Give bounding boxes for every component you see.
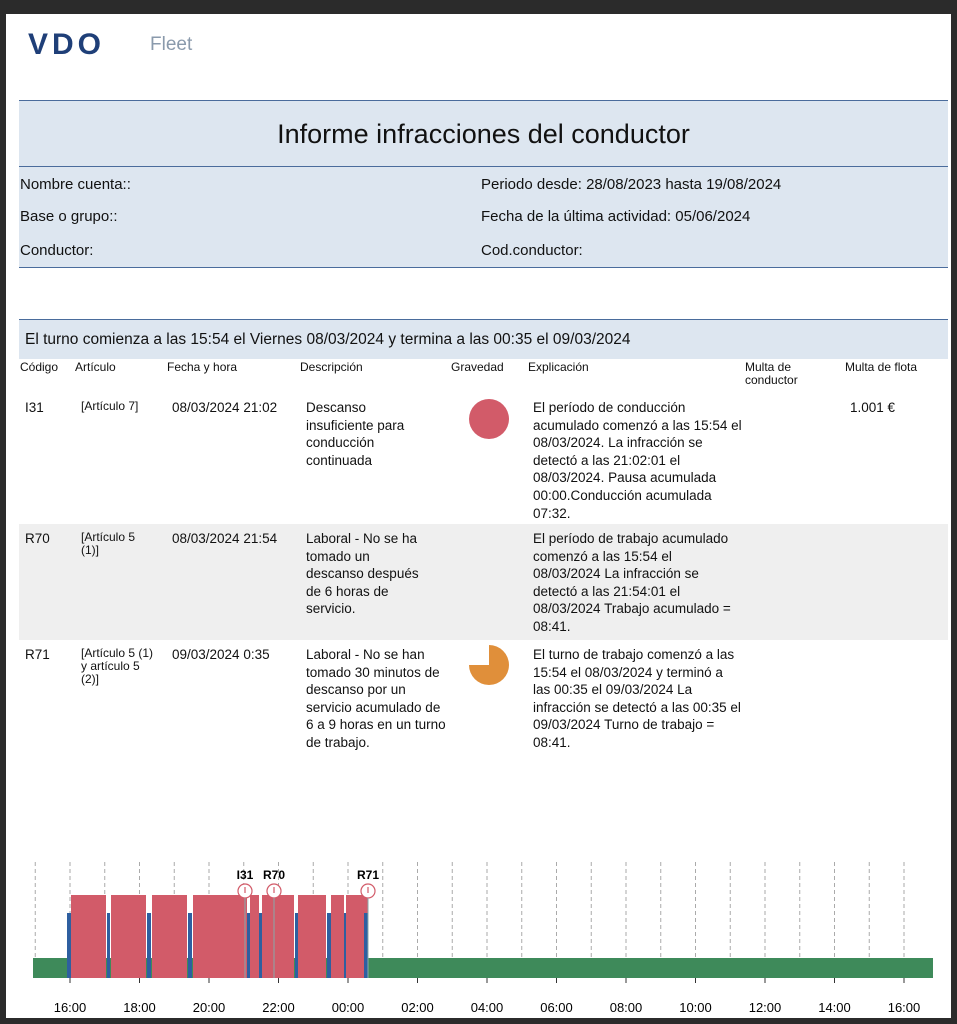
drive-line xyxy=(188,913,192,978)
explanation: El período de trabajo acumulado comenzó … xyxy=(533,531,731,634)
drive-line xyxy=(107,913,110,978)
severity-icon xyxy=(469,645,509,685)
explanation: El turno de trabajo comenzó a las 15:54 … xyxy=(533,647,741,750)
drive-line xyxy=(344,913,346,978)
work-block xyxy=(193,895,247,978)
description: Descanso insuficiente para conducción co… xyxy=(306,400,405,468)
description: Laboral - No se ha tomado un descanso de… xyxy=(306,531,419,617)
column-header: Multa de flota xyxy=(845,360,918,374)
severity-icon xyxy=(469,399,509,439)
tick-label: 04:00 xyxy=(471,1000,504,1015)
drive-line xyxy=(67,913,71,978)
datetime: 08/03/2024 21:54 xyxy=(172,531,278,546)
work-block xyxy=(152,895,187,978)
drive-breaks xyxy=(67,913,368,978)
work-block xyxy=(111,895,146,978)
marker-label: R71 xyxy=(357,868,379,882)
column-header: Gravedad xyxy=(451,360,504,374)
article: [Artículo 5 (1) y artículo 5 (2)] xyxy=(81,646,154,686)
column-header: Explicación xyxy=(528,360,589,374)
description: Laboral - No se han tomado 30 minutos de… xyxy=(306,647,446,750)
work-block xyxy=(331,895,344,978)
activity-timeline: I31 R70 R71 16:00 18:00 20:00 22:00 00:00 02:00… xyxy=(33,862,933,1015)
datetime: 08/03/2024 21:02 xyxy=(172,400,278,415)
tick-label: 18:00 xyxy=(123,1000,156,1015)
infraction-markers: I31 R70 R71 xyxy=(237,868,379,978)
column-header: Fecha y hora xyxy=(167,360,238,374)
drive-line xyxy=(364,913,368,978)
report-page: VDO Fleet Informe infracciones del condu… xyxy=(6,14,951,1018)
header-band: Informe infracciones del conductor Nombr… xyxy=(19,100,948,268)
datetime: 09/03/2024 0:35 xyxy=(172,647,270,662)
severity-medium xyxy=(469,645,509,685)
info-label: Periodo desde: 28/08/2023 hasta 19/08/20… xyxy=(481,176,782,193)
info-label: Cod.conductor: xyxy=(481,242,583,259)
tick-label: 08:00 xyxy=(610,1000,643,1015)
tick-label: 00:00 xyxy=(332,1000,365,1015)
column-header: Descripción xyxy=(300,360,363,374)
tick-label: 14:00 xyxy=(818,1000,851,1015)
work-block xyxy=(250,895,259,978)
tick-label: 16:00 xyxy=(888,1000,921,1015)
drive-line xyxy=(327,913,331,978)
tick-label: 16:00 xyxy=(54,1000,87,1015)
drive-line xyxy=(295,913,298,978)
drive-line xyxy=(147,913,151,978)
work-block xyxy=(298,895,326,978)
table-row: I31 [Artículo 7] 08/03/2024 21:02 Descan… xyxy=(19,398,948,524)
work-blocks xyxy=(71,895,368,978)
code: R70 xyxy=(25,531,50,546)
info-label: Nombre cuenta:: xyxy=(20,176,131,193)
tick-label: 20:00 xyxy=(193,1000,226,1015)
column-header: Código xyxy=(20,360,59,374)
work-block xyxy=(71,895,106,978)
explanation: El período de conducción acumulado comen… xyxy=(533,400,742,521)
marker-label: I31 xyxy=(237,868,254,882)
column-header: Multa de conductor xyxy=(745,360,798,387)
product-name: Fleet xyxy=(150,34,193,55)
article: [Artículo 5 (1)] xyxy=(81,530,136,557)
drive-line xyxy=(259,913,262,978)
table-row: R70 [Artículo 5 (1)] 08/03/2024 21:54 La… xyxy=(19,524,948,640)
fleet-fine: 1.001 € xyxy=(850,400,896,415)
code: I31 xyxy=(25,400,44,415)
report-title: Informe infracciones del conductor xyxy=(277,119,690,149)
info-label: Fecha de la última actividad: 05/06/2024 xyxy=(481,208,751,225)
time-axis: 16:00 18:00 20:00 22:00 00:00 02:00 04:00 06:00… xyxy=(54,978,921,1015)
tick-label: 02:00 xyxy=(401,1000,434,1015)
table-row: R71 [Artículo 5 (1) y artículo 5 (2)] 09… xyxy=(19,640,948,770)
severity-high xyxy=(469,399,509,439)
info-label: Base o grupo:: xyxy=(20,208,118,225)
tick-label: 10:00 xyxy=(679,1000,712,1015)
article: [Artículo 7] xyxy=(81,399,139,413)
shift-band: El turno comienza a las 15:54 el Viernes… xyxy=(19,319,948,359)
separator xyxy=(19,166,948,167)
column-header: Artículo xyxy=(75,360,116,374)
shift-text: El turno comienza a las 15:54 el Viernes… xyxy=(25,331,631,348)
info-label: Conductor: xyxy=(20,242,94,259)
tick-label: 06:00 xyxy=(540,1000,573,1015)
tick-label: 12:00 xyxy=(749,1000,782,1015)
marker-label: R70 xyxy=(263,868,285,882)
code: R71 xyxy=(25,647,50,662)
work-block xyxy=(262,895,294,978)
drive-line xyxy=(247,913,250,978)
work-block xyxy=(346,895,368,978)
logo: VDO xyxy=(28,28,106,61)
tick-label: 22:00 xyxy=(262,1000,295,1015)
